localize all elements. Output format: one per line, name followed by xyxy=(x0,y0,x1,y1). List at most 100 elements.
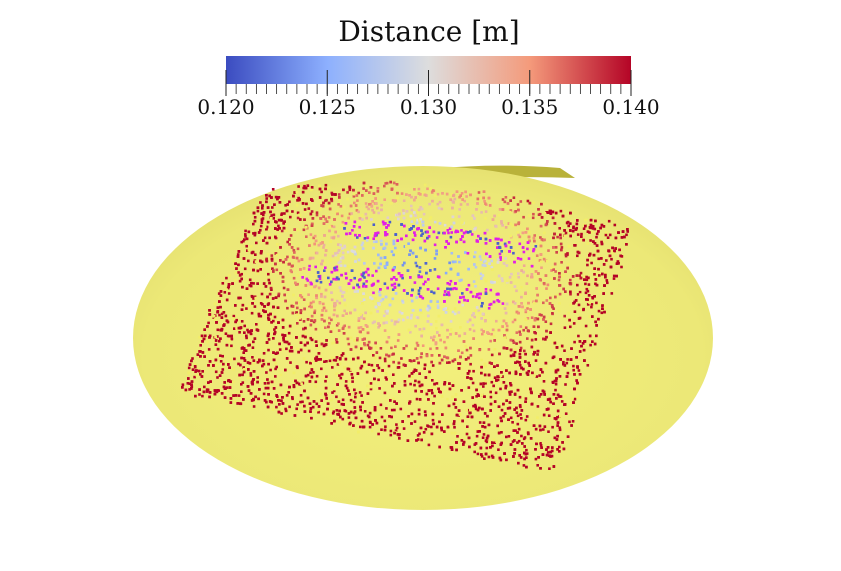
cloud-point xyxy=(334,253,338,257)
cloud-point xyxy=(214,358,218,362)
cloud-point xyxy=(303,208,307,211)
cloud-point xyxy=(300,295,304,299)
cloud-point xyxy=(523,451,526,455)
cloud-point xyxy=(466,203,469,206)
cloud-point xyxy=(274,195,278,199)
cloud-point xyxy=(526,317,530,320)
cloud-point xyxy=(499,258,502,261)
cloud-point xyxy=(577,251,581,255)
cloud-point xyxy=(523,445,526,448)
cloud-point xyxy=(385,233,389,236)
cloud-point xyxy=(385,312,389,315)
cloud-point xyxy=(357,326,361,330)
cloud-point xyxy=(224,332,228,335)
cloud-point xyxy=(468,445,471,449)
cloud-point xyxy=(345,386,349,390)
cloud-point xyxy=(273,203,276,206)
cloud-point xyxy=(454,406,458,409)
cloud-point xyxy=(251,302,254,305)
cloud-point xyxy=(433,394,436,398)
cloud-point xyxy=(320,318,324,321)
cloud-point xyxy=(274,296,278,299)
cloud-point xyxy=(331,342,334,345)
cloud-point xyxy=(428,202,431,206)
cloud-point xyxy=(516,360,519,364)
cloud-point xyxy=(537,456,540,459)
cloud-point xyxy=(424,262,428,265)
cloud-point xyxy=(461,235,464,238)
cloud-point xyxy=(428,306,432,310)
cloud-point xyxy=(407,415,410,418)
cloud-point xyxy=(318,184,321,188)
cloud-point xyxy=(261,207,264,210)
cloud-point xyxy=(341,251,345,255)
cloud-point xyxy=(499,387,502,391)
cloud-point xyxy=(419,286,422,290)
cloud-point xyxy=(228,274,231,277)
cloud-point xyxy=(457,414,460,417)
cloud-point xyxy=(518,352,522,356)
cloud-point xyxy=(525,415,529,418)
cloud-point xyxy=(519,200,523,203)
cloud-point xyxy=(452,201,455,204)
cloud-point xyxy=(319,280,323,284)
cloud-point xyxy=(484,439,488,442)
cloud-point xyxy=(540,313,543,317)
cloud-point xyxy=(555,251,558,254)
cloud-point xyxy=(508,276,512,279)
cloud-point xyxy=(425,271,428,275)
cloud-point xyxy=(539,442,542,445)
cloud-point xyxy=(573,300,576,304)
cloud-point xyxy=(253,260,256,264)
cloud-point xyxy=(225,288,228,291)
cloud-point xyxy=(471,323,475,327)
cloud-point xyxy=(310,314,314,318)
cloud-point xyxy=(279,272,282,275)
cloud-point xyxy=(335,276,339,279)
cloud-point xyxy=(315,251,319,255)
cloud-point xyxy=(343,244,346,248)
cloud-point xyxy=(476,408,480,412)
cloud-point xyxy=(358,278,361,282)
cloud-point xyxy=(213,318,217,321)
cloud-point xyxy=(504,311,508,315)
cloud-point xyxy=(595,235,598,239)
cloud-point xyxy=(414,347,417,351)
cloud-point xyxy=(343,409,347,412)
cloud-point xyxy=(372,223,376,226)
cloud-point xyxy=(213,389,217,392)
cloud-point xyxy=(383,265,387,268)
cloud-point xyxy=(468,328,472,331)
cloud-point xyxy=(315,374,319,378)
cloud-point xyxy=(267,348,270,352)
cloud-point xyxy=(251,382,254,386)
cloud-point xyxy=(305,360,308,364)
cloud-point xyxy=(273,331,277,334)
cloud-point xyxy=(426,320,430,323)
cloud-point xyxy=(593,273,596,276)
cloud-point xyxy=(472,404,475,408)
cloud-point xyxy=(443,381,447,384)
cloud-point xyxy=(280,229,284,233)
cloud-point xyxy=(343,324,346,328)
cloud-point xyxy=(260,212,263,215)
cloud-point xyxy=(405,210,409,213)
cloud-point xyxy=(331,412,335,415)
cloud-point xyxy=(319,202,323,206)
cloud-point xyxy=(501,302,505,305)
cloud-point xyxy=(509,383,513,387)
cloud-point xyxy=(209,380,212,383)
cloud-point xyxy=(360,394,363,397)
cloud-point xyxy=(367,207,370,211)
cloud-point xyxy=(233,327,236,330)
cloud-point xyxy=(299,348,303,352)
cloud-point xyxy=(444,246,447,249)
cloud-point xyxy=(191,357,194,360)
cloud-point xyxy=(361,338,365,341)
cloud-point xyxy=(455,287,458,291)
cloud-point xyxy=(339,243,342,247)
cloud-point xyxy=(294,379,297,383)
cloud-point xyxy=(296,403,299,406)
cloud-point xyxy=(309,323,313,327)
cloud-point xyxy=(369,311,373,315)
